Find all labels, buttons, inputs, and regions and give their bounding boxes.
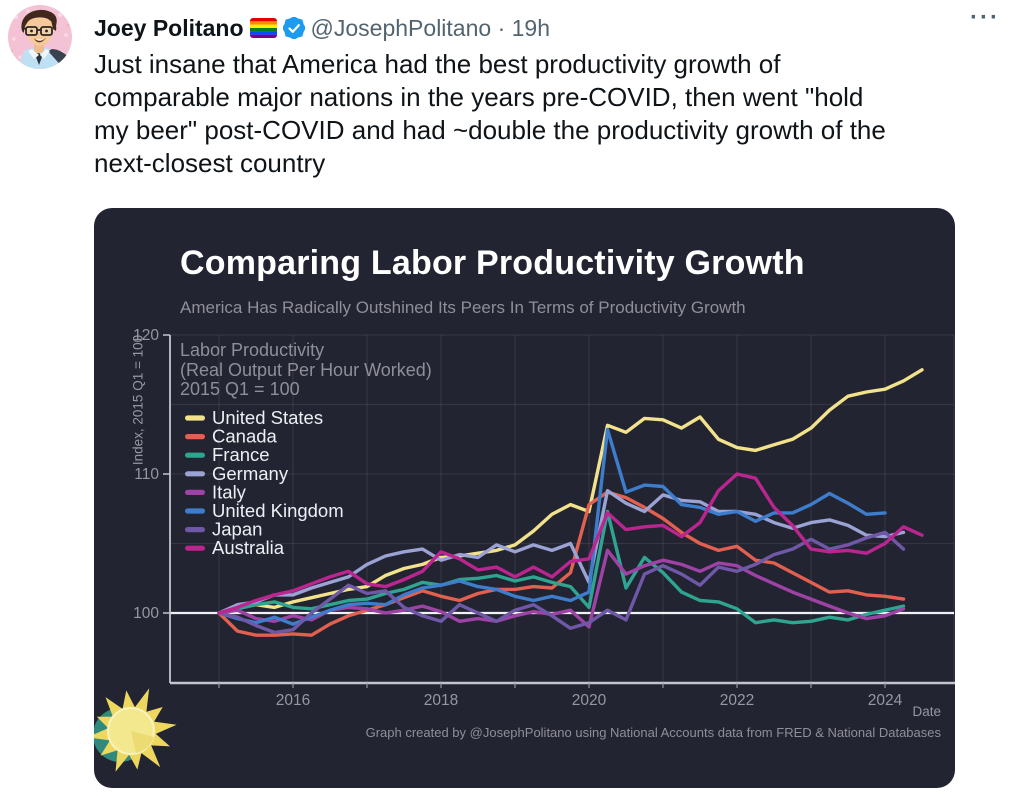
y-tick-label: 100: [133, 605, 159, 622]
chart-footer: Graph created by @JosephPolitano using N…: [365, 725, 941, 740]
legend-label: Australia: [212, 537, 285, 558]
chart-subtitle: America Has Radically Outshined Its Peer…: [180, 298, 746, 317]
chart-card[interactable]: 100 110 120 2016 2018 2020 2022 2024 United Stat…: [94, 208, 955, 788]
tweet-text: Just insane that America had the best pr…: [94, 49, 886, 178]
series-line-italy: [217, 548, 906, 629]
avatar-illustration: [8, 5, 72, 69]
avatar-face: [26, 16, 54, 46]
x-tick-label: 2024: [868, 692, 903, 709]
series-line-canada: [217, 490, 906, 637]
legend-label: Germany: [212, 463, 289, 484]
y-tick-label: 110: [134, 466, 159, 483]
x-tick-label: 2020: [572, 692, 607, 709]
legend-label: Japan: [212, 519, 262, 540]
series-lines: [217, 368, 924, 637]
legend-swatch-canada: [185, 434, 205, 440]
x-axis-title: Date: [912, 704, 941, 719]
tweet-header: Joey Politano @JosephPolitano · 19h: [94, 13, 550, 43]
x-tick-label: 2022: [720, 692, 754, 709]
sun-face-shade: [131, 731, 154, 753]
legend-swatch-japan: [185, 527, 205, 533]
legend-label: Italy: [212, 481, 247, 502]
chart-annotation: Labor Productivity (Real Output Per Hour…: [180, 340, 432, 400]
legend-label: Canada: [212, 426, 278, 447]
avatar[interactable]: [8, 5, 72, 69]
series-line-japan: [217, 530, 906, 635]
y-tick-label: 120: [133, 327, 159, 344]
legend-label: France: [212, 444, 270, 465]
y-axis-title: Index, 2015 Q1 = 100: [130, 334, 146, 466]
legend-swatch-australia: [185, 545, 205, 551]
x-tick-label: 2018: [424, 692, 458, 709]
rainbow-flag-icon: [249, 18, 277, 38]
axes: 100 110 120 2016 2018 2020 2022 2024: [133, 327, 955, 709]
series-line-united-states: [217, 368, 924, 615]
legend-label: United States: [212, 407, 323, 428]
annotation-line-1: Labor Productivity: [180, 340, 325, 360]
legend-swatch-germany: [185, 471, 205, 477]
chart-canvas: 100 110 120 2016 2018 2020 2022 2024 United Stat…: [94, 327, 955, 772]
legend: United StatesCanadaFranceGermanyItalyUni…: [185, 407, 344, 558]
author-handle[interactable]: @JosephPolitano · 19h: [310, 14, 550, 41]
sun-logo: [94, 688, 177, 772]
chart-title: Comparing Labor Productivity Growth: [180, 244, 805, 282]
verified-badge-icon: [282, 17, 305, 39]
legend-swatch-france: [185, 452, 205, 458]
author-name[interactable]: Joey Politano: [94, 14, 244, 41]
legend-swatch-united-kingdom: [185, 508, 205, 514]
annotation-line-2: (Real Output Per Hour Worked): [180, 359, 432, 380]
legend-label: United Kingdom: [212, 500, 344, 521]
annotation-line-3: 2015 Q1 = 100: [180, 379, 300, 399]
legend-swatch-united-states: [185, 415, 205, 421]
more-button[interactable]: ···: [970, 4, 1000, 31]
avatar-hair: [21, 9, 57, 33]
series-line-united-kingdom: [217, 427, 887, 626]
x-tick-label: 2016: [276, 692, 310, 709]
series-line-australia: [217, 472, 924, 615]
series-line-germany: [217, 489, 906, 615]
legend-swatch-italy: [185, 489, 205, 495]
series-line-france: [217, 509, 906, 625]
